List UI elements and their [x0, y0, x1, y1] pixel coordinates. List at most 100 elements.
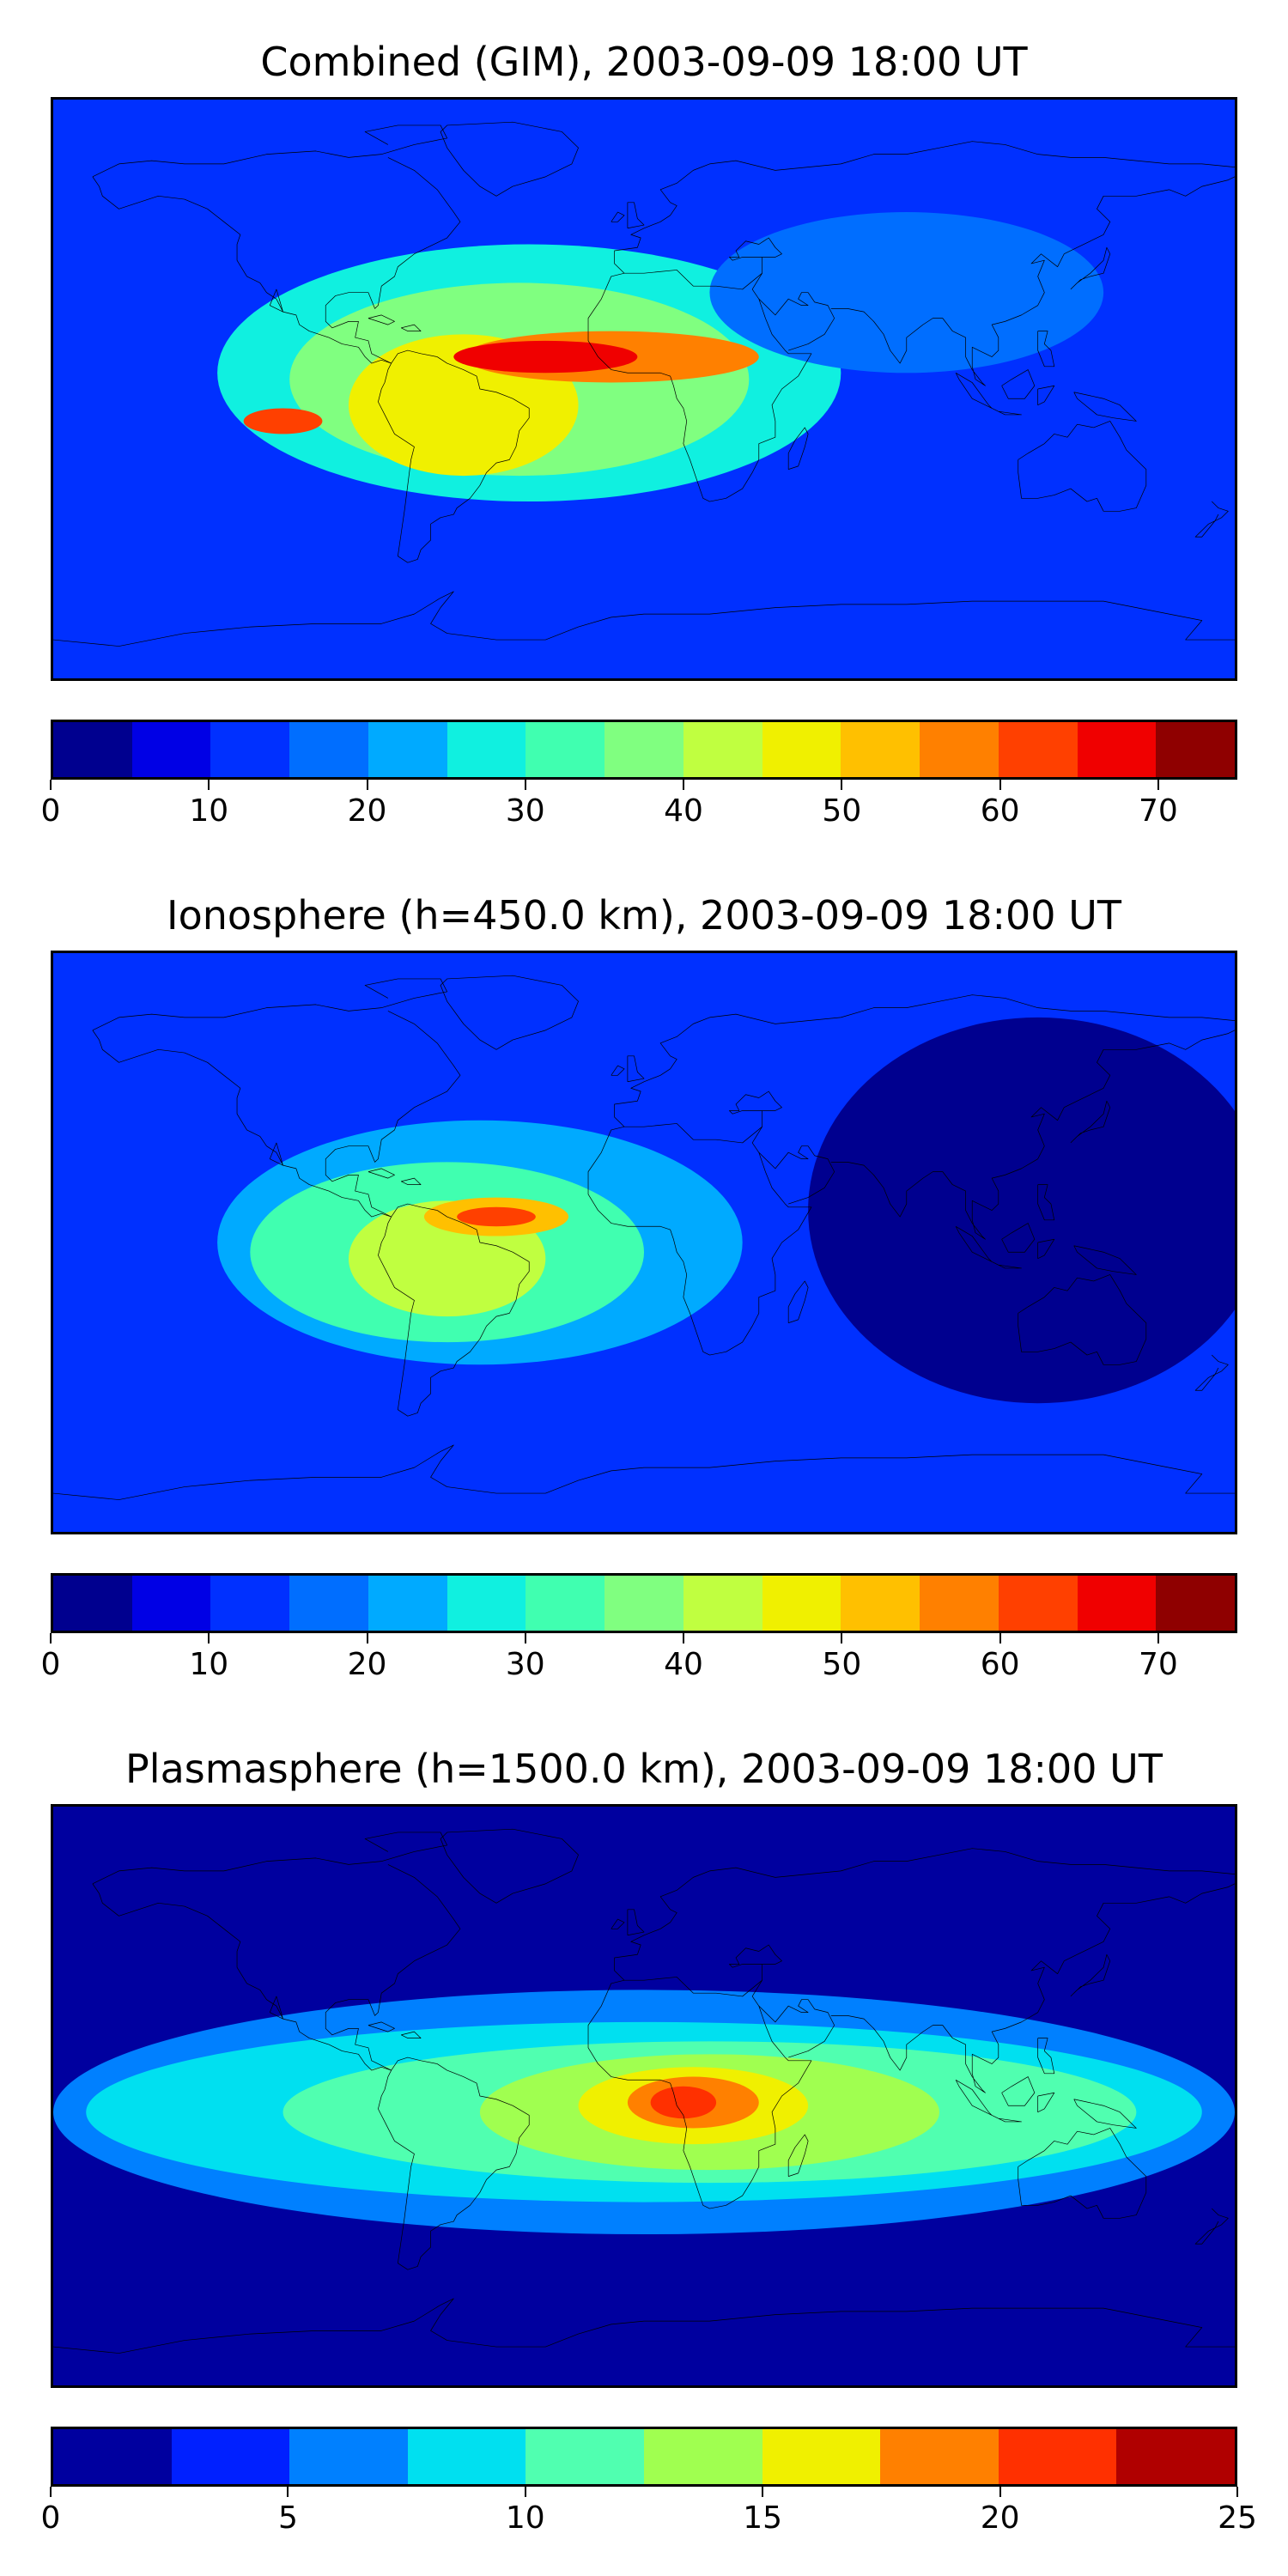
coastline — [831, 1030, 1235, 1239]
colorbar-tick-label: 10 — [189, 1647, 229, 1682]
colorbar-segment — [289, 1576, 368, 1631]
colorbar-tick-label: 20 — [347, 793, 387, 829]
contour-map-svg — [53, 1807, 1235, 2385]
colorbar-segment — [762, 722, 841, 777]
colorbar-segment — [998, 722, 1078, 777]
colorbar-tick-label: 50 — [822, 793, 862, 829]
coastline — [1018, 421, 1146, 511]
colorbar — [51, 2427, 1237, 2487]
colorbar-tick — [841, 780, 843, 790]
coastline — [1018, 2128, 1146, 2218]
contour-map — [51, 1804, 1237, 2388]
colorbar-tick — [50, 2487, 52, 2497]
coastline — [611, 1056, 644, 1082]
contour-band — [457, 1206, 536, 1227]
coastline — [588, 1977, 811, 2208]
colorbar-segment — [210, 1576, 290, 1631]
coastline — [956, 1185, 1136, 1275]
coastline — [270, 1143, 283, 1165]
coastline — [1071, 1954, 1110, 1996]
colorbar-segment — [131, 1576, 211, 1631]
colorbar-segment — [683, 722, 762, 777]
coastlines — [53, 975, 1235, 1499]
contour-band — [243, 408, 323, 434]
coastlines — [53, 122, 1235, 646]
colorbar-tick — [841, 1633, 843, 1643]
coastline — [611, 203, 644, 228]
colorbar-tick-label: 15 — [743, 2500, 783, 2536]
colorbar-segment — [762, 1576, 841, 1631]
coastline — [325, 1011, 460, 1217]
coastline — [368, 315, 421, 331]
coastline — [270, 289, 283, 312]
colorbar-tick-label: 50 — [822, 1647, 862, 1682]
colorbar-tick — [1157, 780, 1159, 790]
colorbar-tick — [999, 1633, 1001, 1643]
colorbar-segment — [998, 1576, 1078, 1631]
colorbar-tick-label: 0 — [40, 1647, 61, 1682]
coastline — [368, 1169, 421, 1185]
coastlines — [53, 1829, 1235, 2353]
colorbar-segment — [880, 2429, 999, 2484]
colorbar-segment — [171, 2429, 290, 2484]
colorbar-tick — [999, 780, 1001, 790]
coastline — [325, 157, 460, 363]
coastline — [729, 238, 781, 273]
coastline — [53, 1445, 1235, 1500]
coastline — [759, 293, 835, 350]
coastline — [1195, 2208, 1228, 2244]
colorbar-segment — [605, 722, 683, 777]
contour-map — [51, 951, 1237, 1534]
colorbar-segment — [683, 1576, 762, 1631]
colorbar-segment — [210, 722, 290, 777]
coastline — [1018, 1274, 1146, 1364]
colorbar-tick — [50, 1633, 52, 1643]
colorbar-tick-label: 5 — [277, 2500, 298, 2536]
coastline — [759, 2000, 835, 2057]
contour-map-svg — [53, 953, 1235, 1532]
coastline — [93, 177, 392, 363]
contour-map-svg — [53, 100, 1235, 678]
colorbar-segment — [368, 1576, 447, 1631]
colorbar-tick-label: 40 — [664, 793, 703, 829]
contour-band — [808, 1017, 1235, 1404]
coastline — [93, 1832, 447, 1884]
coastline — [588, 270, 811, 501]
colorbar-segment — [1156, 722, 1236, 777]
colorbar-segment — [447, 722, 526, 777]
coastline — [93, 1030, 392, 1217]
colorbar-segment — [762, 2429, 881, 2484]
coastline — [588, 1123, 811, 1355]
colorbar-tick-label: 25 — [1218, 2500, 1257, 2536]
colorbar-tick — [524, 780, 526, 790]
colorbar — [51, 1573, 1237, 1633]
colorbar-segment — [447, 1576, 526, 1631]
colorbar-tick-label: 40 — [664, 1647, 703, 1682]
colorbar-tick — [683, 780, 685, 790]
coastline — [1195, 501, 1228, 537]
colorbar-tick-label: 10 — [189, 793, 229, 829]
panel-title: Ionosphere (h=450.0 km), 2003-09-09 18:0… — [167, 892, 1121, 939]
coastline — [270, 1996, 283, 2019]
colorbar-tick — [1236, 2487, 1238, 2497]
colorbar-tick — [762, 2487, 764, 2497]
contour-band — [650, 2086, 717, 2119]
colorbar-tick — [683, 1633, 685, 1643]
coastline — [788, 2135, 808, 2177]
coastline — [1195, 1355, 1228, 1390]
colorbar-segment — [841, 722, 920, 777]
colorbar-segment — [1156, 1576, 1236, 1631]
colorbar-segment — [998, 2429, 1117, 2484]
coastline — [440, 1829, 579, 1903]
colorbar-tick — [366, 780, 368, 790]
panel-title: Plasmasphere (h=1500.0 km), 2003-09-09 1… — [125, 1746, 1163, 1792]
coastline — [53, 592, 1235, 647]
colorbar-segment — [1077, 722, 1157, 777]
colorbar-segment — [289, 722, 368, 777]
colorbar-segment — [407, 2429, 526, 2484]
coastline — [53, 2299, 1235, 2354]
colorbar-segment — [841, 1576, 920, 1631]
coastline — [93, 1884, 392, 2070]
contour-band — [709, 212, 1104, 374]
colorbar-tick — [287, 2487, 289, 2497]
